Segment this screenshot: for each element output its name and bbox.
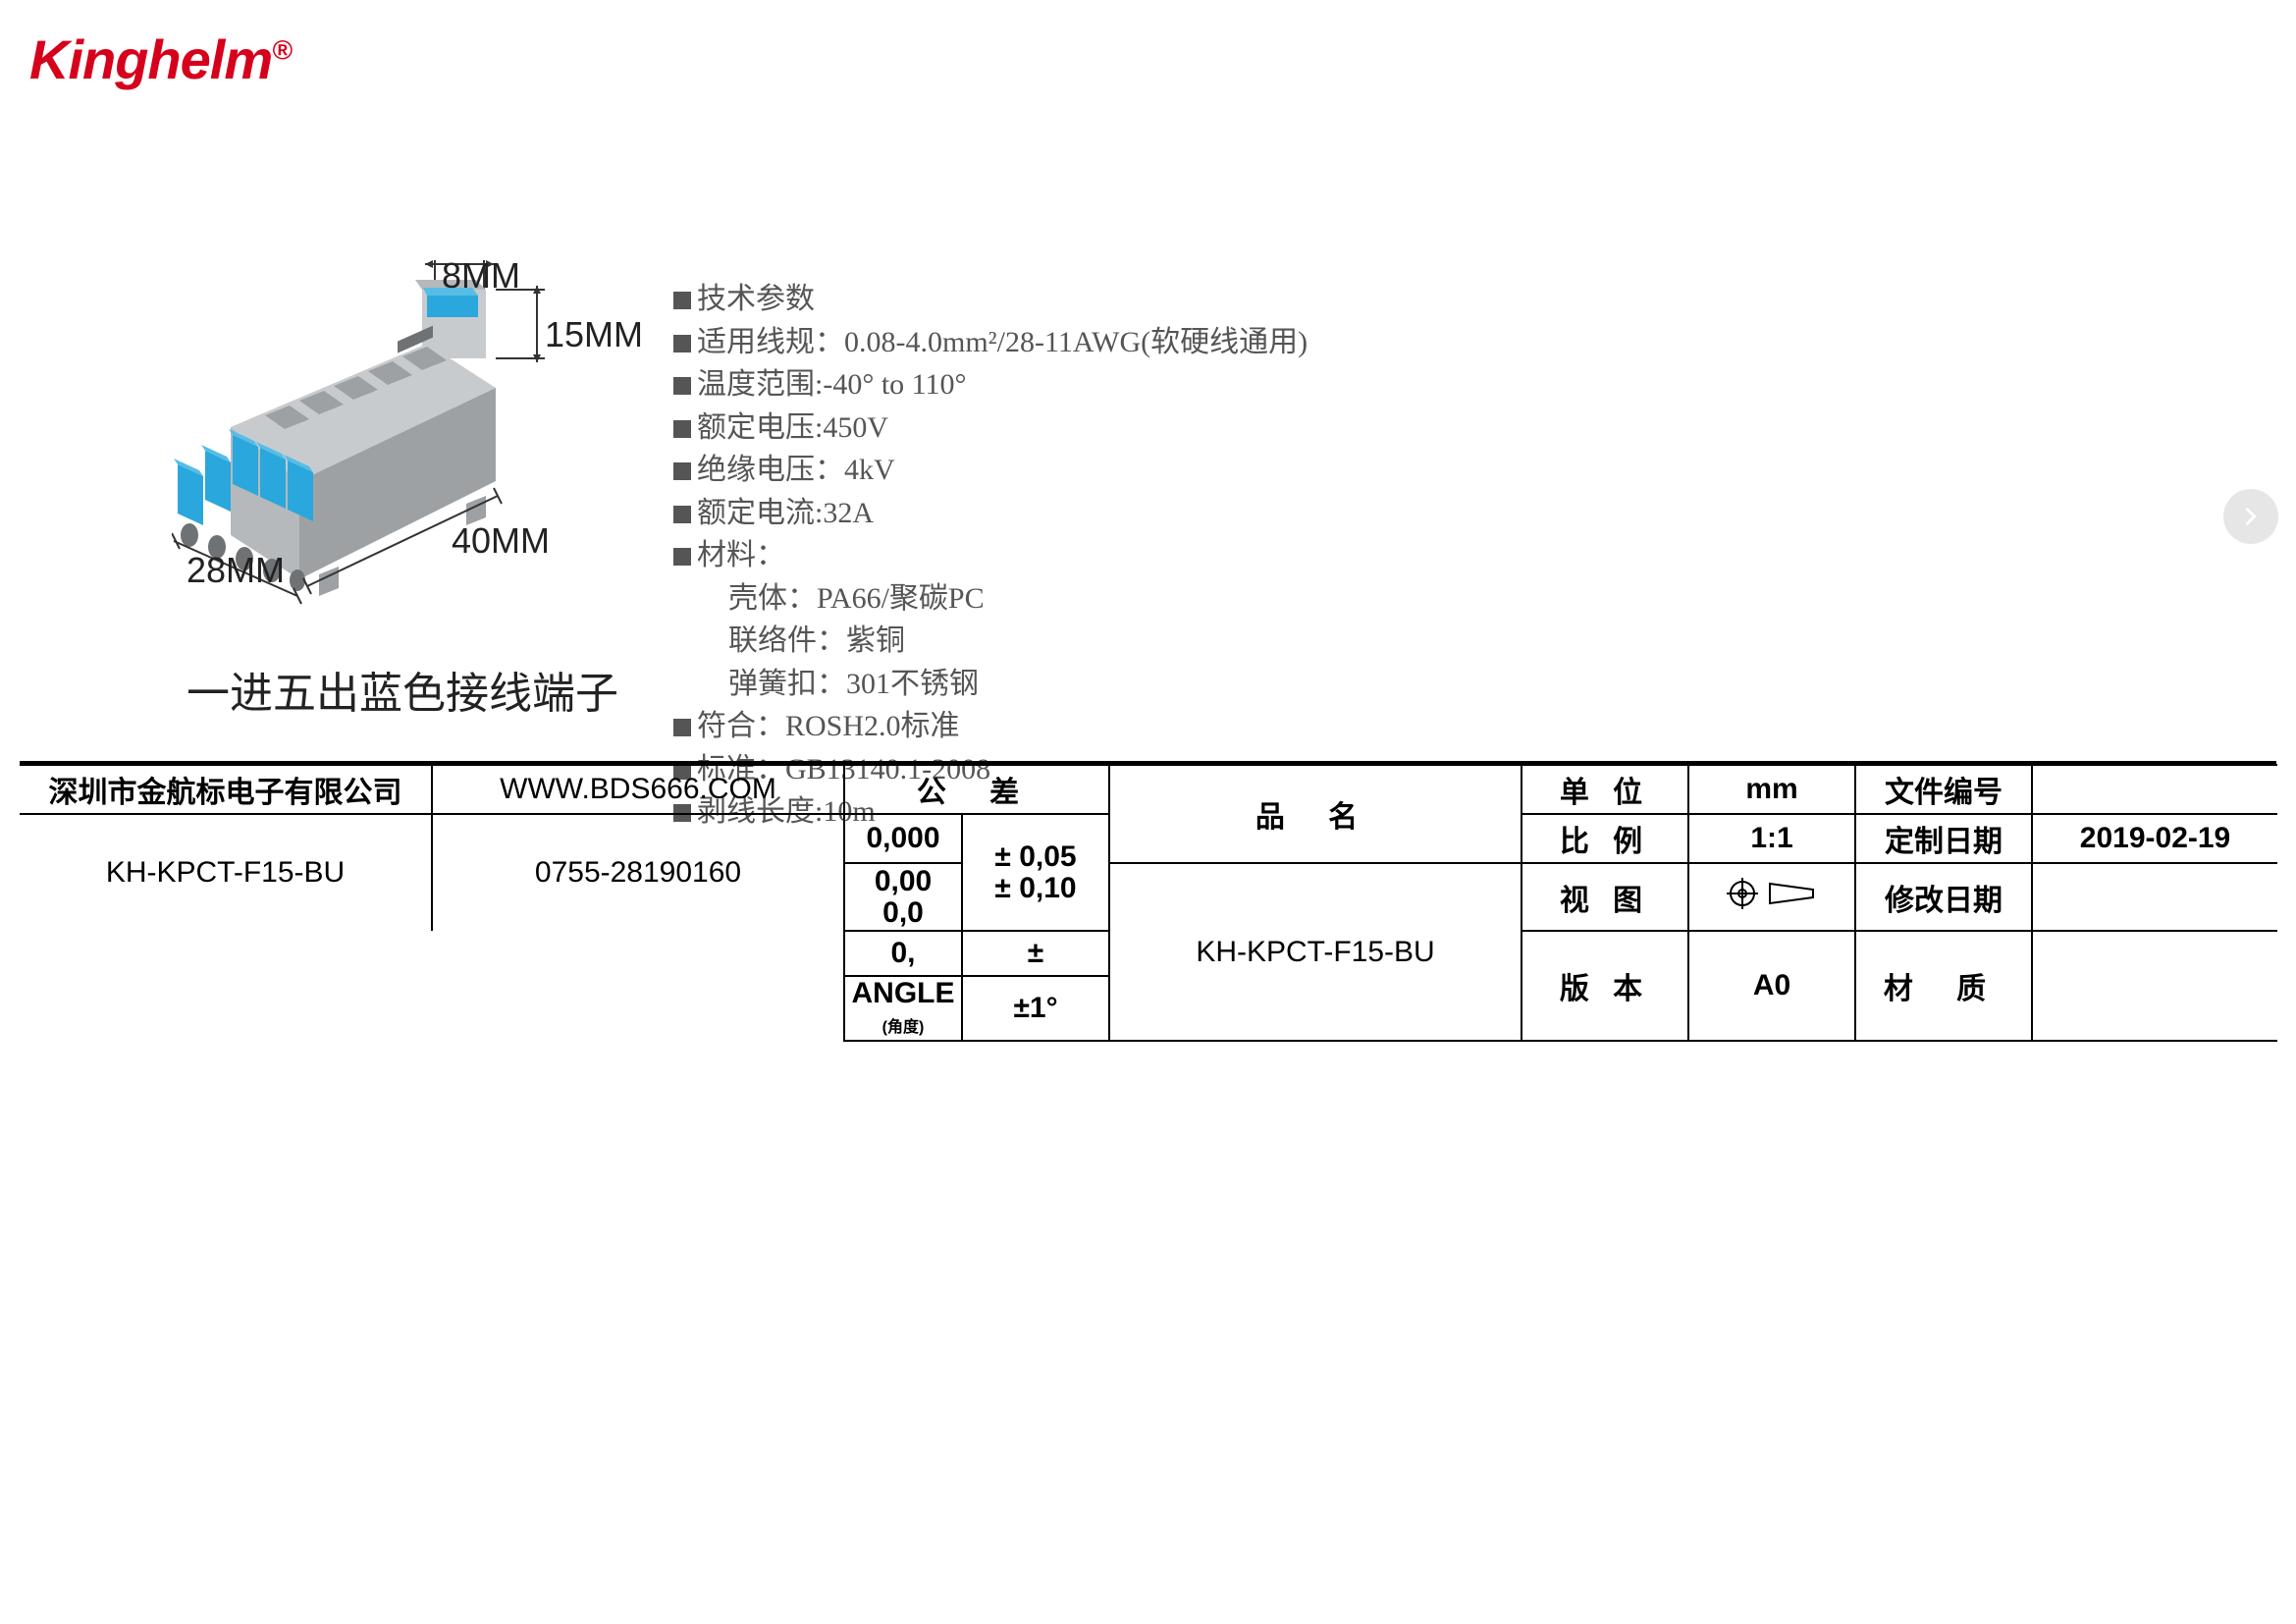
title-block: 深圳市金航标电子有限公司 WWW.BDS666.COM 公 差 品 名 单 位 … [20,761,2276,1042]
spec-line-3: 额定电压:450V [673,406,1459,450]
material-label: 材 质 [1855,931,2032,1041]
next-arrow-button[interactable] [2223,489,2278,544]
view-label: 视 图 [1522,863,1688,931]
blank-l1 [20,931,432,976]
product-caption: 一进五出蓝色接线端子 [187,658,618,721]
view-symbol [1688,863,1855,931]
angle-label-cell: ANGLE (角度) [844,976,962,1041]
spec-line-1: 适用线规：0.08-4.0mm²/28-11AWG(软硬线通用) [673,321,1459,364]
spec-line-4: 绝缘电压：4kV [673,449,1459,492]
chevron-right-icon [2240,506,2262,527]
date-created-value: 2019-02-19 [2032,814,2277,863]
dim-28mm: 28MM [187,550,285,591]
website-cell: WWW.BDS666.COM [432,765,844,814]
bullet-icon [673,335,691,352]
tol-stack-2: 0,00 0,0 [844,863,962,931]
dim-15mm: 15MM [545,314,643,355]
spec-line-7: 壳体：PA66/聚碳PC [673,577,1459,621]
tol-r4c2: ± [962,931,1109,976]
date-modified-value [2032,863,2277,931]
bullet-icon [673,377,691,395]
material-value [2032,931,2277,1041]
date-modified-label: 修改日期 [1855,863,2032,931]
bullet-icon [673,506,691,523]
phone-cell: 0755-28190160 [432,814,844,931]
spec-line-10: 符合：ROSH2.0标准 [673,705,1459,748]
bullet-icon [673,462,691,480]
spec-line-2: 温度范围:-40° to 110° [673,363,1459,406]
tol-r2c2: ± 0,05 ± 0,10 [962,814,1109,931]
spec-line-9: 弹簧扣：301不锈钢 [673,663,1459,706]
version-label: 版 本 [1522,931,1688,1041]
date-created-label: 定制日期 [1855,814,2032,863]
unit-label: 单 位 [1522,765,1688,814]
product-name-header: 品 名 [1109,765,1522,863]
bullet-icon [673,548,691,566]
bullet-icon [673,292,691,309]
scale-value: 1:1 [1688,814,1855,863]
title-block-table: 深圳市金航标电子有限公司 WWW.BDS666.COM 公 差 品 名 单 位 … [20,764,2277,1042]
angle-value: ±1° [962,976,1109,1041]
docno-label: 文件编号 [1855,765,2032,814]
spec-line-6: 材料： [673,534,1459,577]
blank-l4 [432,976,844,1041]
projection-icon [1723,876,1821,911]
tol-r4c1: 0, [844,931,962,976]
spec-list: 技术参数 适用线规：0.08-4.0mm²/28-11AWG(软硬线通用) 温度… [673,278,1459,834]
bullet-icon [673,420,691,438]
registered-mark: ® [272,34,292,65]
dim-40mm: 40MM [452,520,550,562]
blank-l3 [20,976,432,1041]
partno-cell: KH-KPCT-F15-BU [20,814,432,931]
spec-line-0: 技术参数 [673,278,1459,321]
version-value: A0 [1688,931,1855,1041]
tolerance-header: 公 差 [844,765,1109,814]
scale-label: 比 例 [1522,814,1688,863]
spec-line-8: 联络件：紫铜 [673,620,1459,663]
product-name-value: KH-KPCT-F15-BU [1109,863,1522,1041]
docno-value [2032,765,2277,814]
brand-logo: Kinghelm® [29,27,292,91]
bullet-icon [673,719,691,736]
unit-value: mm [1688,765,1855,814]
brand-name: Kinghelm [29,28,272,90]
dim-8mm: 8MM [442,255,520,297]
tol-r1c1: 0,000 [844,814,962,863]
blank-l2 [432,931,844,976]
company-cell: 深圳市金航标电子有限公司 [20,765,432,814]
spec-line-5: 额定电流:32A [673,492,1459,535]
